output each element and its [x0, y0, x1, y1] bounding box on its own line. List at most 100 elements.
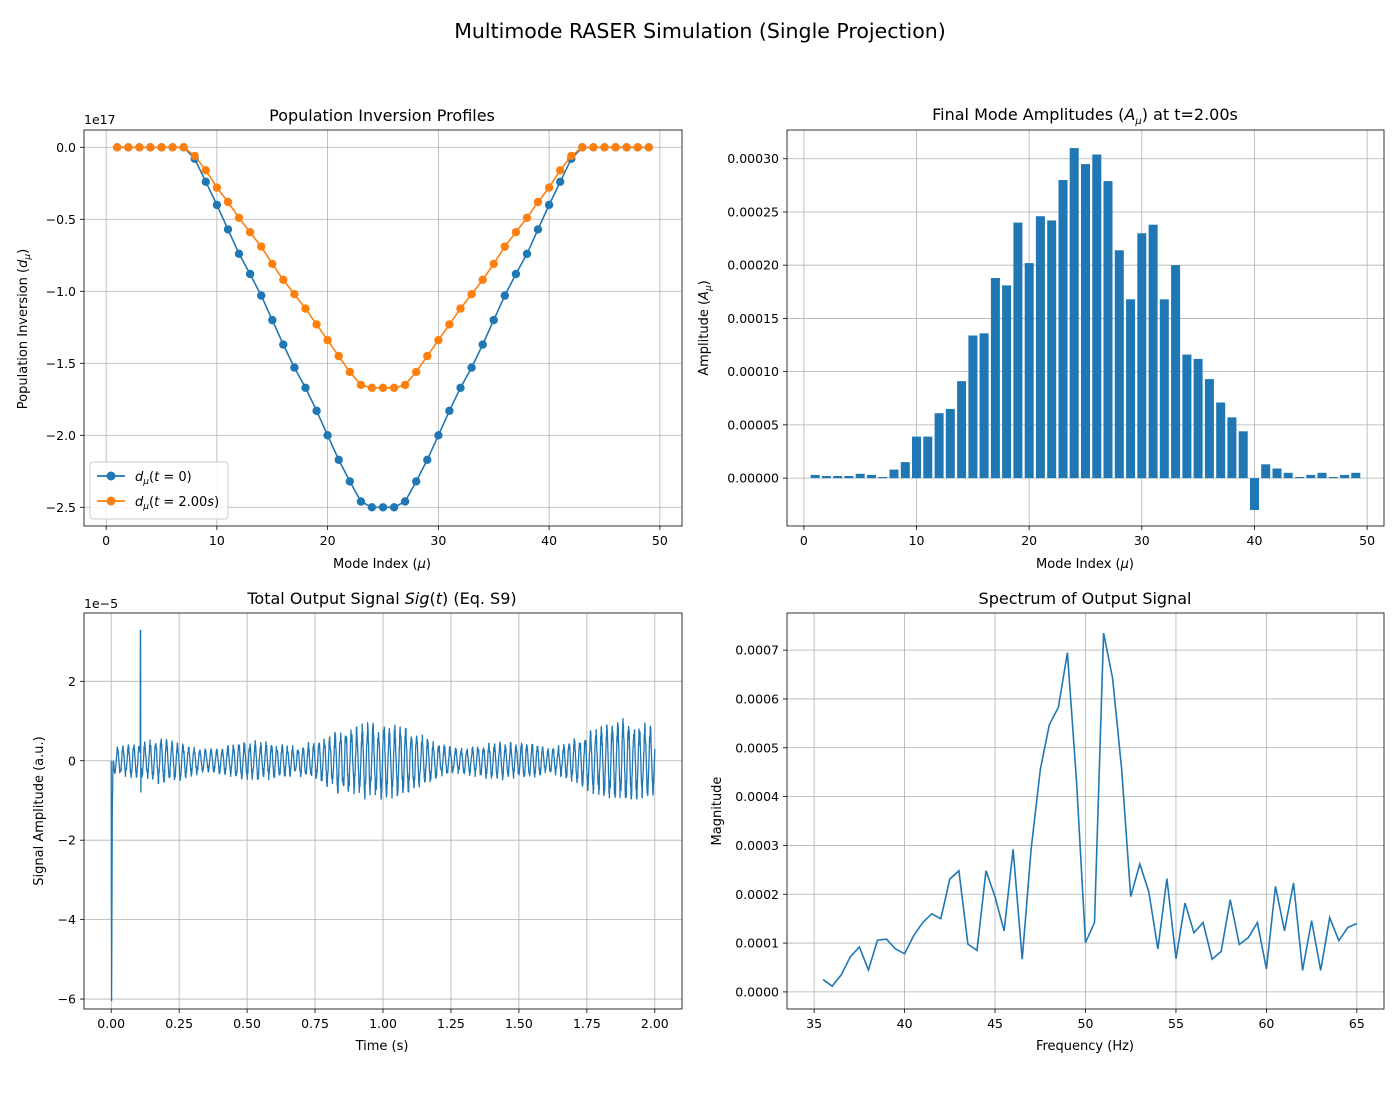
series-2-point — [456, 304, 465, 313]
y-tick-label: 0.0000 — [735, 984, 779, 999]
bar — [1058, 180, 1068, 479]
series-1-point — [434, 431, 443, 440]
series-1-point — [212, 200, 222, 210]
series-2-point — [589, 143, 598, 152]
series-2-point — [212, 183, 222, 192]
series-1-point — [522, 249, 532, 258]
series-1-point — [257, 291, 266, 300]
series-2-point — [168, 143, 177, 152]
bar — [1002, 285, 1012, 479]
plot-frame — [83, 129, 683, 527]
series-2-point — [345, 367, 354, 377]
bar — [1035, 216, 1045, 479]
series-2-point — [245, 228, 255, 237]
x-tick-label: 50 — [1078, 1016, 1094, 1031]
series-2-point — [234, 213, 244, 222]
series-2-point — [600, 143, 609, 152]
series-1-point — [456, 383, 465, 392]
series-2-point — [257, 242, 266, 251]
series-2-point — [290, 290, 299, 299]
series-1-point — [511, 269, 521, 279]
y-tick-label: −1.5 — [46, 356, 76, 371]
y-tick-label: −6 — [58, 992, 76, 1007]
bar — [810, 474, 820, 479]
series-1-point — [412, 477, 421, 486]
y-tick-label: 0.00020 — [727, 258, 779, 273]
series-2-point — [511, 228, 521, 237]
series-1-point — [445, 406, 454, 415]
x-tick-label: 1.50 — [505, 1016, 533, 1031]
spectrum-line — [822, 632, 1358, 988]
x-tick-label: 2.00 — [641, 1016, 669, 1031]
bar — [1081, 164, 1090, 479]
y-axis-label: Amplitude (Aμ) — [697, 280, 714, 376]
bar — [1204, 379, 1214, 479]
series-1-point — [489, 315, 498, 325]
y-tick-label: 0 — [68, 753, 76, 768]
bar — [1092, 154, 1102, 479]
series-1-point — [334, 455, 343, 464]
series-1-point — [312, 406, 321, 415]
x-tick-label: 1.25 — [437, 1016, 465, 1031]
y-tick-label: 2 — [68, 674, 76, 689]
panel-output-signal: Total Output Signal Sig(t) (Eq. S9) 1e−5… — [32, 589, 683, 1054]
series-2-point — [323, 336, 332, 345]
series-2-point — [633, 143, 642, 152]
series-2-point — [567, 151, 576, 161]
x-tick-label: 1.00 — [369, 1016, 397, 1031]
series-2-point — [179, 143, 188, 152]
series-2-point — [644, 143, 653, 152]
panel-population-inversion: Population Inversion Profiles 1e17 Mode … — [16, 106, 683, 572]
bar — [945, 408, 955, 479]
series-2-point — [622, 143, 631, 152]
panel-spectrum: Spectrum of Output Signal Frequency (Hz)… — [710, 589, 1385, 1054]
bar — [1227, 417, 1237, 479]
series-1-point — [345, 477, 354, 486]
x-tick-label: 40 — [1247, 533, 1263, 548]
x-tick-label: 45 — [987, 1016, 1003, 1031]
bar — [1340, 474, 1350, 479]
y-axis-label: Magnitude — [710, 777, 725, 846]
bar — [1159, 299, 1169, 479]
series-2-point — [279, 275, 288, 284]
bar — [923, 436, 933, 479]
series-2-point — [312, 320, 321, 329]
bar — [833, 476, 843, 479]
chart-title: Final Mode Amplitudes (Aμ) at t=2.00s — [932, 105, 1238, 127]
legend-label-t0: dμ(t = 0) — [135, 470, 192, 487]
y-tick-label: 0.00000 — [727, 471, 779, 486]
series-2-point — [301, 304, 310, 313]
x-tick-label: 0.00 — [97, 1016, 125, 1031]
series-1-point — [356, 497, 366, 506]
x-tick-label: 40 — [897, 1016, 913, 1031]
bar — [1137, 233, 1147, 479]
y-offset-label: 1e17 — [84, 112, 116, 127]
chart-title: Total Output Signal Sig(t) (Eq. S9) — [246, 589, 516, 608]
bar — [1283, 472, 1293, 479]
series-2-point — [434, 336, 443, 345]
series-2-point — [478, 275, 487, 284]
y-tick-label: 0.0007 — [735, 643, 779, 658]
chart-title: Population Inversion Profiles — [269, 106, 495, 125]
series-1-point — [279, 340, 288, 349]
series-2-point — [113, 143, 122, 152]
series-1-point — [400, 497, 410, 506]
legend-marker-t0 — [106, 471, 116, 481]
y-tick-label: 0.0002 — [735, 887, 779, 902]
legend-marker-t2 — [106, 496, 116, 506]
series-1-point — [268, 315, 277, 325]
chart-title: Spectrum of Output Signal — [979, 589, 1192, 608]
y-tick-label: −1.0 — [46, 284, 76, 299]
series-2-point — [522, 213, 532, 222]
panel-mode-amplitudes: Final Mode Amplitudes (Aμ) at t=2.00s Mo… — [697, 105, 1385, 572]
series-1-point — [423, 455, 432, 464]
y-tick-label: 0.00005 — [727, 417, 779, 432]
bar — [844, 476, 854, 479]
x-tick-label: 1.75 — [573, 1016, 601, 1031]
x-axis-label: Time (s) — [355, 1039, 409, 1054]
series-1-point — [323, 431, 332, 440]
y-tick-label: −2.5 — [46, 500, 76, 515]
y-tick-label: −2 — [58, 833, 76, 848]
series-1-point — [533, 225, 543, 234]
x-tick-label: 60 — [1258, 1016, 1274, 1031]
